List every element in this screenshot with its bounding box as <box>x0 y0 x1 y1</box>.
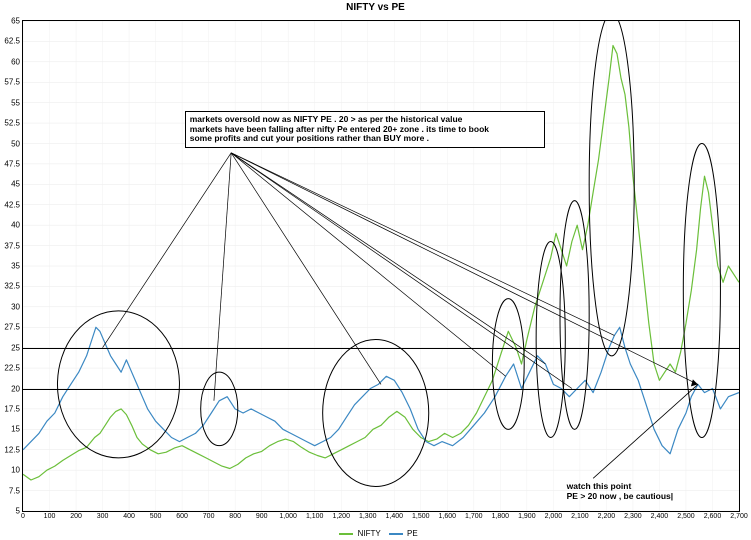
x-tick: 1,300 <box>359 513 377 520</box>
x-tick: 0 <box>21 513 25 520</box>
x-tick: 2,300 <box>624 513 642 520</box>
x-tick: 700 <box>203 513 215 520</box>
legend-swatch-nifty <box>339 533 353 535</box>
y-tick: 22.5 <box>4 364 20 373</box>
y-tick: 42.5 <box>4 200 20 209</box>
legend-label-nifty: NIFTY <box>358 529 381 538</box>
x-tick: 1,000 <box>279 513 297 520</box>
legend: NIFTY PE <box>0 529 751 538</box>
x-tick: 1,200 <box>332 513 350 520</box>
x-tick: 1,600 <box>439 513 457 520</box>
x-tick: 1,500 <box>412 513 430 520</box>
x-tick: 300 <box>97 513 109 520</box>
y-tick: 20 <box>11 384 20 393</box>
y-tick: 40 <box>11 221 20 230</box>
y-tick: 15 <box>11 425 20 434</box>
x-tick: 2,200 <box>598 513 616 520</box>
y-tick: 7.5 <box>9 486 20 495</box>
legend-swatch-pe <box>389 533 403 535</box>
y-tick: 5 <box>16 507 20 516</box>
y-tick: 62.5 <box>4 37 20 46</box>
y-tick: 60 <box>11 57 20 66</box>
annotation-watch-point: watch this pointPE > 20 now , be cautiou… <box>567 482 674 502</box>
y-tick: 35 <box>11 262 20 271</box>
reference-line <box>23 348 739 349</box>
annotation-main: markets oversold now as NIFTY PE . 20 > … <box>185 111 545 148</box>
y-tick: 57.5 <box>4 78 20 87</box>
y-tick: 50 <box>11 139 20 148</box>
x-tick: 400 <box>123 513 135 520</box>
y-tick: 25 <box>11 343 20 352</box>
x-tick: 2,500 <box>677 513 695 520</box>
plot-area: markets oversold now as NIFTY PE . 20 > … <box>22 20 740 512</box>
y-tick: 17.5 <box>4 404 20 413</box>
reference-line <box>23 389 739 390</box>
x-tick: 1,800 <box>492 513 510 520</box>
y-tick: 37.5 <box>4 241 20 250</box>
x-tick: 800 <box>229 513 241 520</box>
y-tick: 65 <box>11 17 20 26</box>
y-tick: 55 <box>11 98 20 107</box>
x-tick: 2,100 <box>571 513 589 520</box>
y-tick: 30 <box>11 302 20 311</box>
x-tick: 2,600 <box>704 513 722 520</box>
x-tick: 100 <box>44 513 56 520</box>
x-tick: 500 <box>150 513 162 520</box>
y-tick: 52.5 <box>4 119 20 128</box>
y-tick: 32.5 <box>4 282 20 291</box>
x-tick: 1,700 <box>465 513 483 520</box>
y-tick: 47.5 <box>4 159 20 168</box>
x-tick: 1,900 <box>518 513 536 520</box>
x-tick: 600 <box>176 513 188 520</box>
x-tick: 1,100 <box>306 513 324 520</box>
y-tick: 10 <box>11 466 20 475</box>
chart-svg <box>23 21 739 511</box>
y-tick: 27.5 <box>4 323 20 332</box>
x-tick: 2,000 <box>545 513 563 520</box>
x-tick: 2,400 <box>651 513 669 520</box>
x-tick: 1,400 <box>385 513 403 520</box>
x-tick: 900 <box>256 513 268 520</box>
chart-title: NIFTY vs PE <box>0 2 751 13</box>
legend-label-pe: PE <box>407 529 418 538</box>
x-tick: 2,700 <box>730 513 748 520</box>
y-tick: 45 <box>11 180 20 189</box>
y-tick: 12.5 <box>4 445 20 454</box>
x-tick: 200 <box>70 513 82 520</box>
